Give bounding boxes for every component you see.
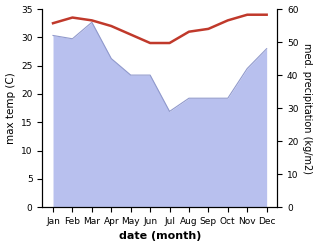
Y-axis label: max temp (C): max temp (C) (5, 72, 16, 144)
X-axis label: date (month): date (month) (119, 231, 201, 242)
Y-axis label: med. precipitation (kg/m2): med. precipitation (kg/m2) (302, 43, 313, 174)
